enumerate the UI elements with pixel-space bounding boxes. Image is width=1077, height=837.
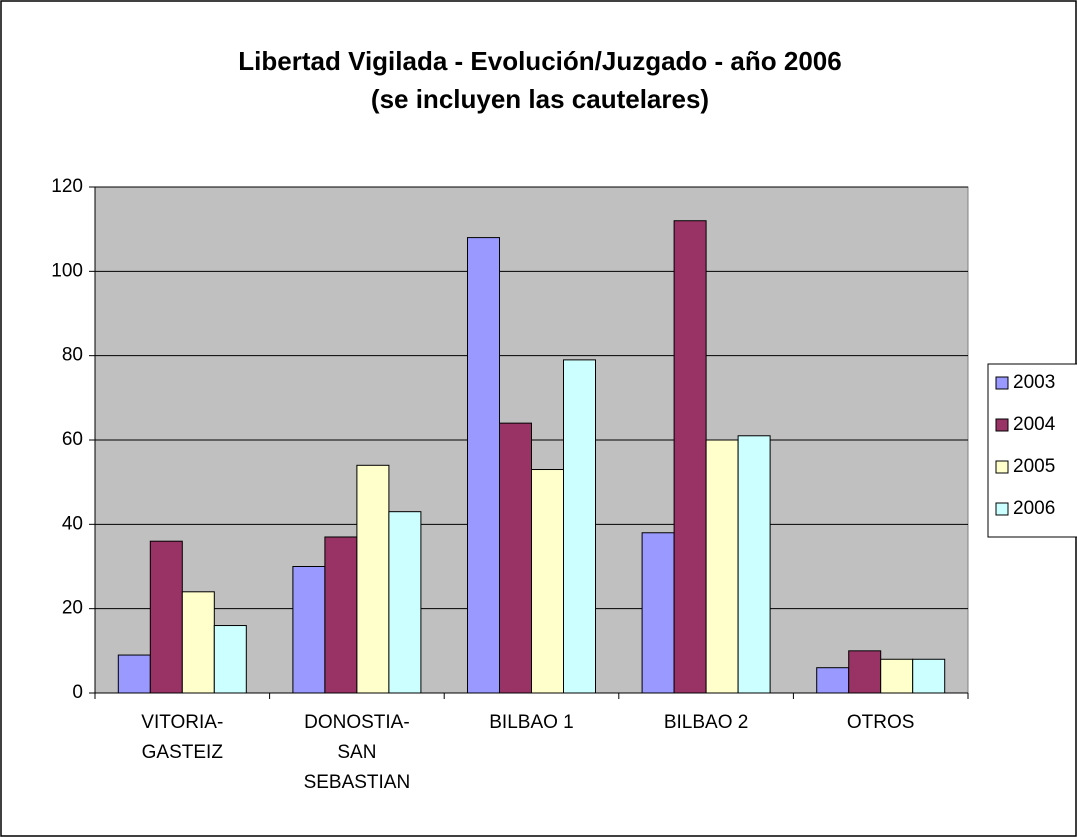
legend-label: 2004 xyxy=(1013,414,1056,435)
y-tick-label: 80 xyxy=(62,345,83,366)
bar xyxy=(848,650,882,694)
bar xyxy=(467,237,500,694)
bar xyxy=(149,540,183,694)
bar xyxy=(499,422,532,694)
x-tick-label: DONOSTIA-SAN SEBASTIAN xyxy=(303,712,411,793)
x-tick-label: VITORIA-GASTEIZ xyxy=(141,712,224,763)
x-tick-label: BILBAO 1 xyxy=(489,712,574,733)
chart-title: Libertad Vigilada - Evolución/Juzgado - … xyxy=(238,46,841,76)
y-tick-label: 100 xyxy=(51,260,83,281)
bar xyxy=(117,654,151,694)
y-tick-label: 40 xyxy=(62,513,83,534)
y-tick-label: 120 xyxy=(51,176,83,197)
bar xyxy=(324,536,358,694)
legend-label: 2005 xyxy=(1013,456,1055,477)
bar xyxy=(563,359,596,694)
bar xyxy=(673,220,707,694)
y-tick-label: 20 xyxy=(62,598,83,619)
bar xyxy=(181,591,215,694)
legend-swatch xyxy=(995,418,1009,432)
bar xyxy=(641,532,675,694)
y-tick-label: 60 xyxy=(62,429,83,450)
bar xyxy=(213,625,247,694)
bar xyxy=(531,469,564,694)
bar xyxy=(292,566,326,694)
x-tick-label: OTROS xyxy=(846,712,915,733)
legend-swatch xyxy=(995,376,1009,390)
bar xyxy=(737,435,771,694)
bar xyxy=(880,658,914,694)
bar xyxy=(388,511,422,694)
legend-swatch xyxy=(995,460,1009,474)
legend-label: 2006 xyxy=(1013,498,1055,519)
bar xyxy=(705,439,739,694)
legend-label: 2003 xyxy=(1013,372,1055,393)
bar xyxy=(816,667,850,694)
bar xyxy=(356,464,390,694)
y-tick-label: 0 xyxy=(72,682,83,703)
legend-swatch xyxy=(995,502,1009,516)
x-tick-label: BILBAO 2 xyxy=(663,712,749,733)
bar xyxy=(912,658,946,694)
chart-title: (se incluyen las cautelares) xyxy=(371,84,709,114)
